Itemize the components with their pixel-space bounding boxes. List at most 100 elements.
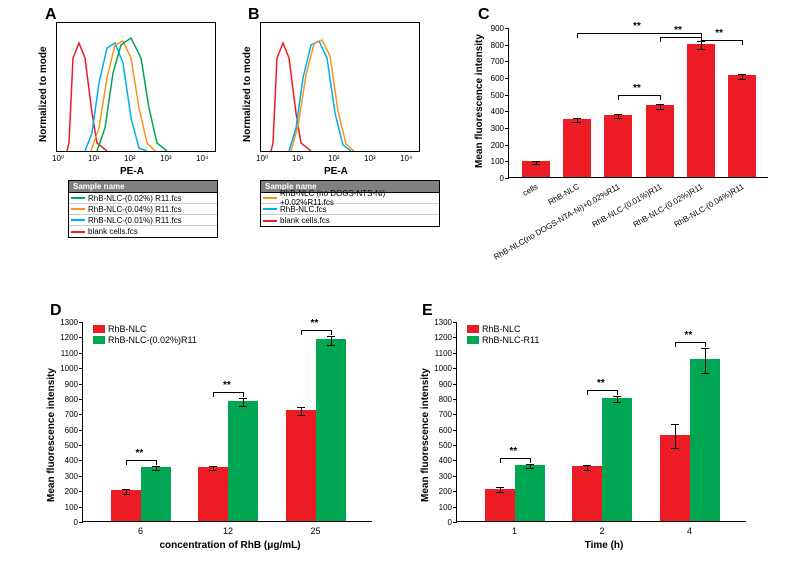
ytick: 1100 <box>424 349 452 358</box>
ytick: 100 <box>480 157 504 166</box>
sig-marker: ** <box>311 318 319 329</box>
ytick: 0 <box>480 174 504 183</box>
bar <box>515 465 545 521</box>
ytick: 700 <box>424 410 452 419</box>
panel-e-xlabel: Time (h) <box>564 540 644 551</box>
ytick: 1200 <box>424 333 452 342</box>
sig-marker: ** <box>633 21 641 32</box>
panel-d-xlabel: concentration of RhB (μg/mL) <box>140 540 320 551</box>
ytick: 0 <box>50 518 78 527</box>
ytick: 200 <box>424 487 452 496</box>
legend-row: RhB-NLC-(0.02%) R11.fcs <box>69 193 217 204</box>
panel-c-bars: 0100200300400500600700800900cellsRhB-NLC… <box>508 28 768 178</box>
bar <box>198 467 228 521</box>
tick: 10¹ <box>292 154 304 163</box>
bar <box>111 490 141 521</box>
xtick: RhB-NLC-(0.01%)R11 <box>590 182 663 229</box>
ytick: 1300 <box>50 318 78 327</box>
bar <box>485 489 515 521</box>
legend-swatch <box>93 325 105 333</box>
xtick: cells <box>521 182 539 198</box>
ytick: 300 <box>424 472 452 481</box>
ytick: 300 <box>50 472 78 481</box>
panel-e: Mean fluorescence intensity 010020030040… <box>414 312 764 572</box>
bar-legend: RhB-NLCRhB-NLC-R11 <box>467 324 539 346</box>
ytick: 400 <box>480 107 504 116</box>
legend-header: Sample name <box>69 181 217 193</box>
panel-b-xlabel: PE-A <box>324 166 348 177</box>
tick: 10³ <box>364 154 376 163</box>
ytick: 900 <box>480 24 504 33</box>
ytick: 800 <box>424 395 452 404</box>
panel-b-plot <box>260 22 420 152</box>
panel-d: Mean fluorescence intensity 010020030040… <box>40 312 390 572</box>
bar <box>286 410 316 521</box>
sig-marker: ** <box>597 378 605 389</box>
bar <box>141 467 171 521</box>
tick: 10² <box>124 154 136 163</box>
legend-swatch <box>467 325 479 333</box>
legend-swatch <box>71 208 85 210</box>
panel-b-curves <box>261 23 420 152</box>
ytick: 400 <box>424 456 452 465</box>
legend-swatch <box>263 197 277 199</box>
ytick: 400 <box>50 456 78 465</box>
tick: 10⁰ <box>52 154 64 163</box>
panel-e-bars: 0100200300400500600700800900100011001200… <box>456 322 746 522</box>
ytick: 500 <box>424 441 452 450</box>
legend-swatch <box>71 219 85 221</box>
ytick: 100 <box>50 503 78 512</box>
bar-legend: RhB-NLCRhB-NLC-(0.02%)R11 <box>93 324 197 346</box>
panel-b-ylabel: Normalized to mode <box>242 46 253 142</box>
ytick: 300 <box>480 124 504 133</box>
tick: 10² <box>328 154 340 163</box>
ytick: 700 <box>50 410 78 419</box>
legend-label: RhB-NLC-R11 <box>482 335 539 345</box>
ytick: 600 <box>480 74 504 83</box>
panel-b: Normalized to mode 10⁰ 10¹ 10² 10³ 10⁴ P… <box>244 22 429 227</box>
xtick: 1 <box>485 526 545 536</box>
panel-a-legend: Sample name RhB-NLC-(0.02%) R11.fcsRhB-N… <box>68 180 218 238</box>
bar <box>563 119 591 177</box>
ytick: 1100 <box>50 349 78 358</box>
tick: 10³ <box>160 154 172 163</box>
legend-row: blank cells.fcs <box>261 215 439 226</box>
bar <box>572 466 602 521</box>
panel-a-xlabel: PE-A <box>120 166 144 177</box>
bar <box>690 359 720 521</box>
ytick: 600 <box>50 426 78 435</box>
ytick: 500 <box>480 91 504 100</box>
legend-label: RhB-NLC-(0.02%)R11 <box>108 335 197 345</box>
ytick: 600 <box>424 426 452 435</box>
ytick: 500 <box>50 441 78 450</box>
panel-b-legend: Sample name RhB-NLC (no DOGS-NTS-Ni) +0.… <box>260 180 440 227</box>
bar <box>687 44 715 177</box>
sig-marker: ** <box>715 28 723 39</box>
ytick: 1000 <box>424 364 452 373</box>
xtick: 12 <box>198 526 258 536</box>
bar <box>646 105 674 177</box>
ytick: 800 <box>480 41 504 50</box>
ytick: 1300 <box>424 318 452 327</box>
ytick: 1200 <box>50 333 78 342</box>
xtick: 25 <box>286 526 346 536</box>
panel-c: Mean fluorescence intensity 010020030040… <box>470 18 780 278</box>
legend-swatch <box>71 231 85 233</box>
legend-label: RhB-NLC-(0.01%) R11.fcs <box>88 216 182 225</box>
ytick: 900 <box>50 380 78 389</box>
sig-marker: ** <box>633 83 641 94</box>
sig-marker: ** <box>685 330 693 341</box>
tick: 10⁰ <box>256 154 268 163</box>
bar <box>604 115 632 178</box>
xtick: 6 <box>111 526 171 536</box>
ytick: 100 <box>424 503 452 512</box>
panel-a-plot <box>56 22 216 152</box>
legend-swatch <box>263 208 277 210</box>
bar <box>228 401 258 521</box>
ytick: 900 <box>424 380 452 389</box>
sig-marker: ** <box>674 25 682 36</box>
legend-row: RhB-NLC-(0.04%) R11.fcs <box>69 204 217 215</box>
xtick: 4 <box>660 526 720 536</box>
sig-marker: ** <box>510 446 518 457</box>
panel-a-curves <box>57 23 216 152</box>
